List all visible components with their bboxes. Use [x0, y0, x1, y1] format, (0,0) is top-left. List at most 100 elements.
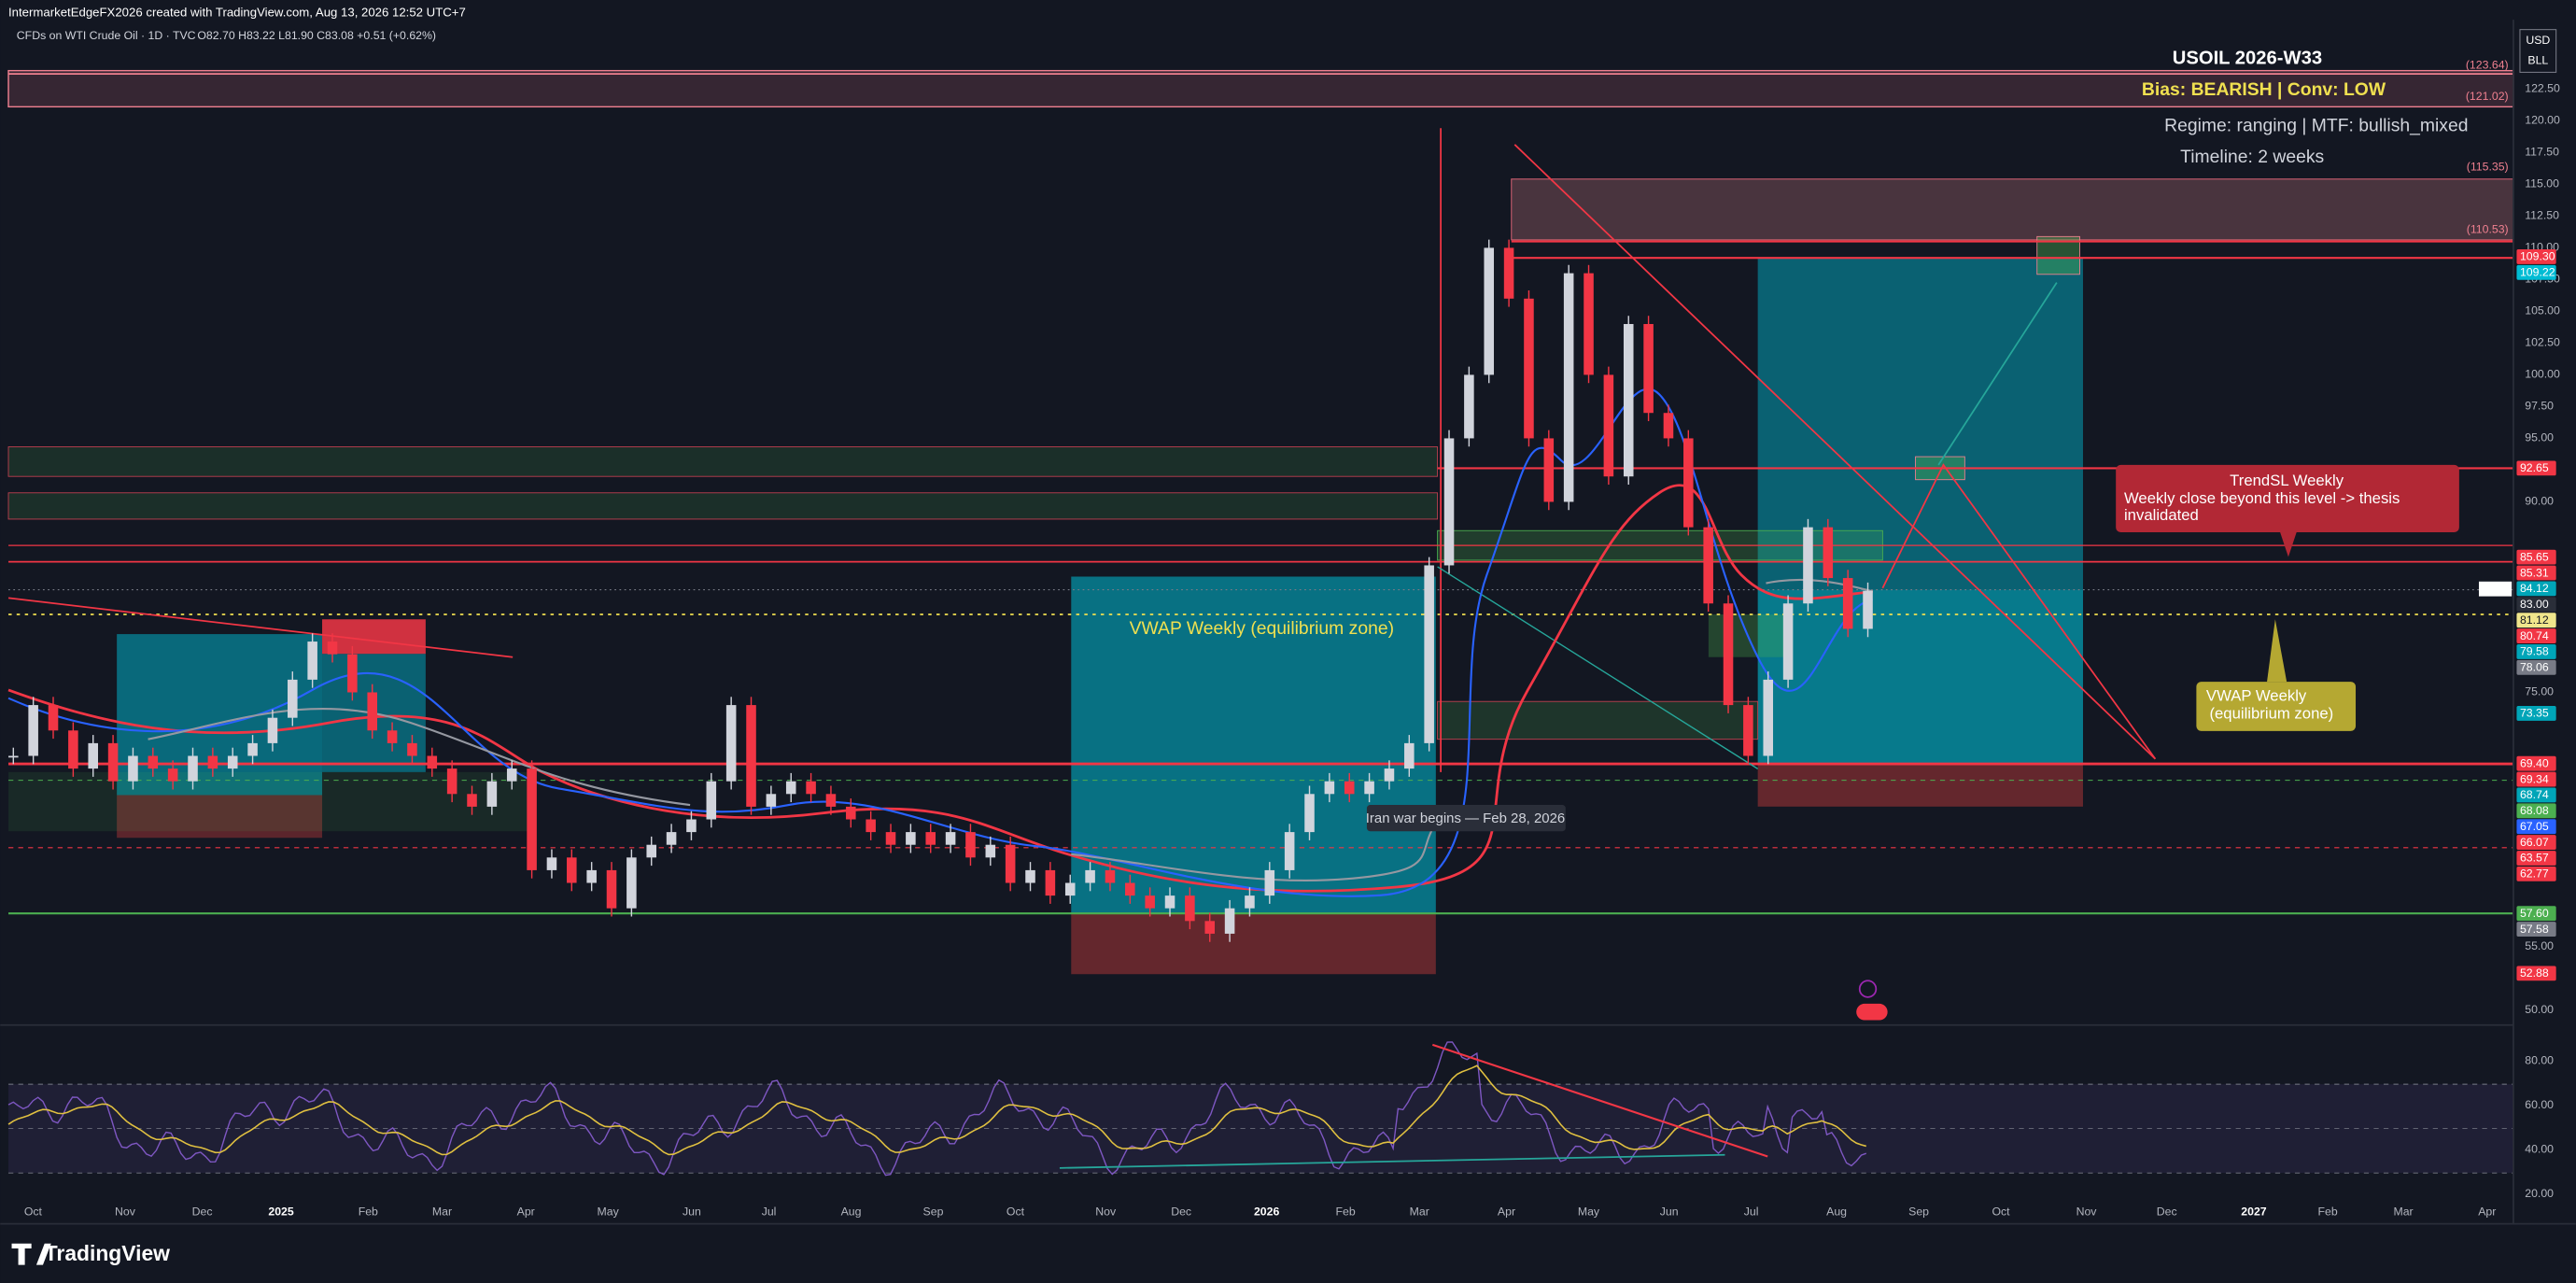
price-tag-label: 81.12	[2520, 613, 2549, 627]
candle	[327, 642, 338, 655]
price-tag-label: 73.35	[2520, 707, 2549, 720]
candle	[866, 819, 876, 833]
price-tag-label: 92.65	[2520, 461, 2549, 474]
price-tag	[2516, 787, 2556, 803]
price-tick-label: 90.00	[2525, 495, 2554, 508]
price-tick-label: 75.00	[2525, 685, 2554, 698]
price-tag-label: 109.22	[2520, 266, 2555, 279]
zone	[1437, 700, 1759, 740]
candle	[88, 742, 99, 769]
divergence-line	[1431, 1043, 1768, 1158]
candle	[227, 755, 238, 769]
level-label: (123.64)	[2466, 59, 2509, 72]
candle	[1364, 781, 1374, 795]
candle	[766, 794, 777, 807]
price-tag	[2516, 866, 2556, 881]
candle	[167, 768, 178, 782]
candle	[1803, 527, 1813, 604]
time-tick-label: Apr	[2478, 1205, 2496, 1219]
callout-text: invalidated	[2124, 506, 2199, 524]
candle	[188, 755, 198, 782]
candle	[1643, 324, 1654, 414]
price-tag	[2516, 628, 2556, 643]
zone	[7, 446, 1439, 477]
candle	[247, 742, 258, 756]
stop-zone	[1757, 764, 2083, 807]
candle	[427, 755, 438, 769]
candle	[906, 832, 916, 845]
time-tick-label: May	[598, 1205, 620, 1219]
candle	[1484, 247, 1495, 375]
currency: USD	[2526, 34, 2550, 47]
candle	[1164, 895, 1175, 909]
credit: IntermarketEdgeFX2026 created with Tradi…	[8, 6, 466, 20]
candle	[1563, 273, 1574, 502]
price-marker	[2478, 581, 2513, 597]
level-label: (121.02)	[2466, 90, 2509, 103]
time-tick-label: Feb	[1335, 1205, 1355, 1219]
time-tick-label: Dec	[2157, 1205, 2177, 1219]
rsi-tick-label: 40.00	[2525, 1143, 2554, 1156]
time-tick-label: Mar	[432, 1205, 452, 1219]
price-tag-label: 69.40	[2520, 756, 2549, 769]
candle	[107, 742, 119, 782]
price-tag	[2516, 581, 2556, 597]
vwap-line	[148, 578, 1874, 881]
price-tag-label: 83.00	[2520, 598, 2549, 611]
event-icon	[1856, 1003, 1888, 1021]
candle	[1264, 869, 1275, 896]
candle	[1763, 679, 1774, 756]
candle	[1863, 590, 1873, 629]
rsi-tick-label: 80.00	[2525, 1054, 2554, 1067]
time-tick-label: Dec	[1171, 1205, 1191, 1219]
price-tag	[2516, 659, 2556, 675]
event-icon	[1858, 980, 1878, 998]
price-tag-label: 57.60	[2520, 907, 2549, 920]
projection	[1881, 463, 2157, 760]
candle	[785, 781, 796, 795]
time-tick-label: 2026	[1254, 1205, 1280, 1219]
zone	[2036, 235, 2080, 275]
time-tick-label: Aug	[1826, 1205, 1847, 1219]
candle	[925, 832, 936, 845]
candle	[1185, 895, 1195, 922]
time-tick-label: Sep	[1908, 1205, 1929, 1219]
callout-text: Weekly close beyond this level -> thesis	[2124, 489, 2400, 507]
candle	[546, 857, 557, 870]
price-tick-label: 97.50	[2525, 400, 2554, 413]
candle	[606, 869, 617, 909]
candle	[806, 781, 816, 795]
price-tag-label: 66.07	[2520, 836, 2549, 849]
candle	[1085, 869, 1095, 883]
price-tick-label: 100.00	[2525, 368, 2560, 381]
candle	[626, 857, 637, 909]
price-tag-label: 63.57	[2520, 852, 2549, 865]
time-tick-label: Mar	[1410, 1205, 1429, 1219]
callout-text: (equilibrium zone)	[2209, 705, 2333, 723]
price-tick-label: 117.50	[2525, 146, 2559, 159]
time-tick-label: Mar	[2393, 1205, 2413, 1219]
candle	[128, 755, 138, 782]
price-tick-label: 122.50	[2525, 82, 2560, 95]
candle	[686, 819, 697, 833]
time-tick-label: Oct	[1992, 1205, 2010, 1219]
candle	[267, 717, 278, 743]
price-tag	[2516, 851, 2556, 866]
time-tick-label: May	[1578, 1205, 1600, 1219]
candle	[1443, 438, 1455, 566]
candle	[1224, 908, 1235, 934]
price-tag	[2516, 835, 2556, 851]
price-tag	[2516, 803, 2556, 819]
rsi-tick-label: 20.00	[2525, 1187, 2554, 1200]
candle	[945, 832, 956, 845]
currency-box	[2519, 29, 2557, 73]
candle	[1404, 742, 1415, 769]
candle	[446, 768, 457, 795]
candle	[1005, 844, 1016, 883]
zone	[8, 771, 529, 832]
candle	[68, 730, 78, 769]
candle	[1842, 578, 1853, 629]
candle	[1245, 895, 1255, 909]
zone	[7, 69, 2514, 108]
